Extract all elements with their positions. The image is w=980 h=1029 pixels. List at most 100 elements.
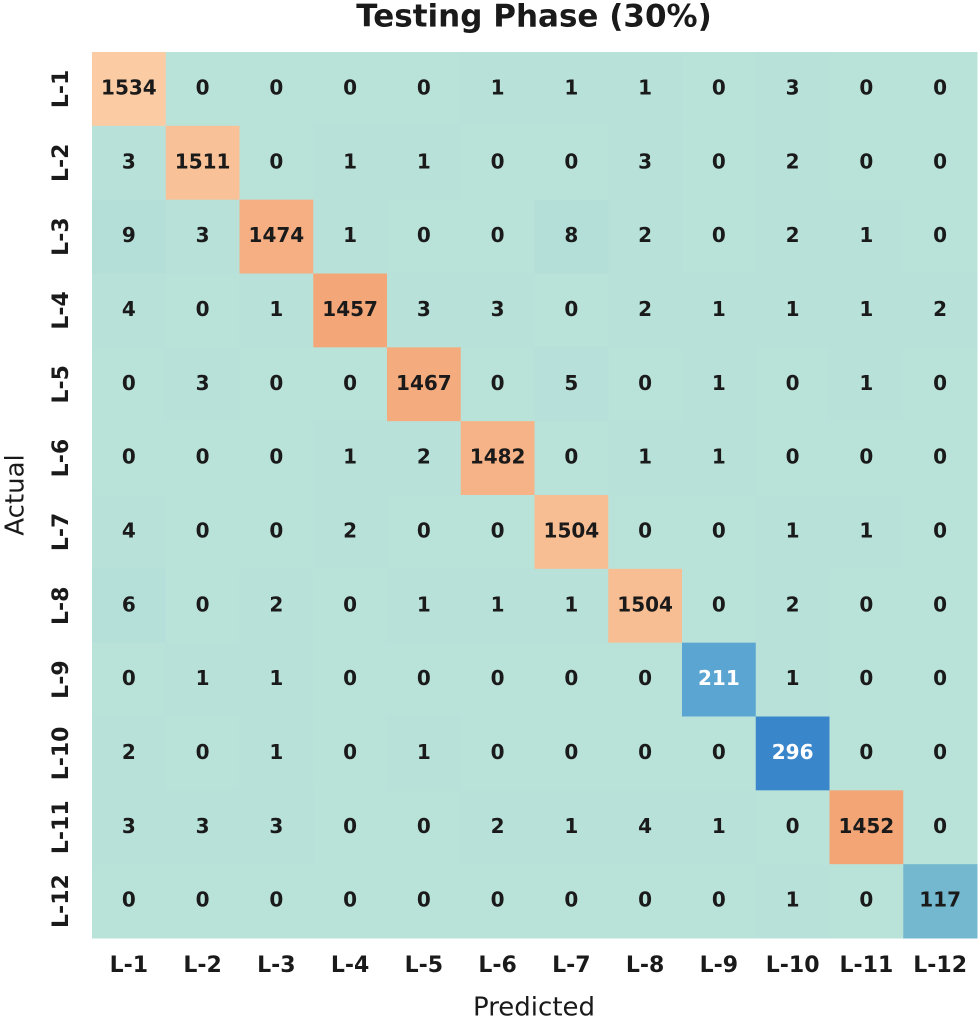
cell-value: 1504 [617,592,673,616]
heatmap-cell [608,568,683,644]
heatmap-cell [460,642,535,717]
cell-value: 2 [343,518,357,542]
heatmap-cell [460,864,535,939]
heatmap-cell [239,199,314,274]
cell-value: 0 [122,888,136,912]
heatmap-cell [165,199,240,274]
cell-value: 0 [122,371,136,395]
cell-value: 0 [417,75,431,99]
heatmap-cell [682,125,757,201]
cell-value: 0 [859,888,873,912]
y-tick-label: L-11 [49,800,74,854]
cell-value: 0 [933,223,947,247]
cell-value: 0 [196,297,210,321]
cell-value: 0 [196,592,210,616]
cell-value: 1 [712,445,726,469]
cell-value: 0 [269,518,283,542]
heatmap-cell [755,347,830,422]
heatmap-cell [92,568,167,644]
heatmap-cell [755,495,830,570]
x-tick-label: L-9 [700,953,738,978]
cell-value: 3 [196,371,210,395]
cell-value: 0 [933,814,947,838]
heatmap-cell [682,495,757,570]
cell-value: 1 [491,75,505,99]
heatmap-cell [92,125,167,201]
cell-value: 3 [122,149,136,173]
heatmap-cell [903,347,978,422]
x-tick-label: L-5 [405,953,443,978]
heatmap-cell [460,347,535,422]
cell-value: 0 [786,445,800,469]
x-tick-label: L-12 [913,953,967,978]
cell-value: 3 [196,814,210,838]
heatmap-cell [829,495,904,570]
cell-value: 0 [564,149,578,173]
heatmap-cell [829,864,904,939]
cell-value: 0 [491,740,505,764]
heatmap-cell [387,642,462,717]
heatmap-cell [903,790,978,865]
heatmap-cell [92,642,167,717]
cell-value: 1 [638,445,652,469]
cell-value: 0 [712,592,726,616]
cell-value: 0 [269,445,283,469]
cell-value: 0 [564,888,578,912]
cell-value: 1 [564,814,578,838]
heatmap-cell [682,642,757,717]
heatmap-cell [534,495,609,570]
heatmap-cell [460,125,535,201]
heatmap-cell [239,642,314,717]
heatmap-cell [239,125,314,201]
heatmap-cell [313,495,388,570]
cell-value: 296 [772,740,814,764]
cell-value: 3 [638,149,652,173]
cell-value: 1 [564,592,578,616]
heatmap-cell [829,642,904,717]
cell-value: 0 [933,592,947,616]
cell-value: 0 [712,740,726,764]
cell-value: 0 [196,740,210,764]
cell-value: 1 [417,592,431,616]
cell-value: 0 [417,223,431,247]
heatmap-cell [165,790,240,865]
heatmap-cell [313,790,388,865]
heatmap-cell [829,716,904,791]
heatmap-cell [829,568,904,644]
cell-value: 0 [491,149,505,173]
cell-value: 2 [786,223,800,247]
heatmap-cell [755,52,830,127]
heatmap-cell [92,421,167,496]
cell-value: 2 [638,223,652,247]
cell-value: 211 [698,666,740,690]
heatmap-cell [682,273,757,348]
heatmap-cell [313,568,388,644]
heatmap-cell [92,716,167,791]
heatmap-cell [682,347,757,422]
heatmap-cell [608,52,683,127]
cell-value: 1 [786,666,800,690]
heatmap-cell [608,864,683,939]
cell-value: 0 [638,666,652,690]
heatmap-cell [534,273,609,348]
heatmap-cell [534,199,609,274]
heatmap-cell [165,125,240,201]
heatmap-cell [682,421,757,496]
heatmap-cell [460,716,535,791]
cell-value: 1 [712,814,726,838]
cell-value: 0 [859,740,873,764]
cell-value: 0 [859,75,873,99]
cell-value: 1452 [839,814,895,838]
cell-value: 0 [933,666,947,690]
heatmap-cell [608,347,683,422]
heatmap-cell [92,864,167,939]
cell-value: 0 [933,445,947,469]
y-tick-label: L-6 [49,439,74,477]
heatmap-cell [608,421,683,496]
heatmap-cell [608,495,683,570]
cell-value: 2 [933,297,947,321]
cell-value: 1457 [322,297,378,321]
cell-value: 1 [712,371,726,395]
y-tick-label: L-2 [49,144,74,182]
